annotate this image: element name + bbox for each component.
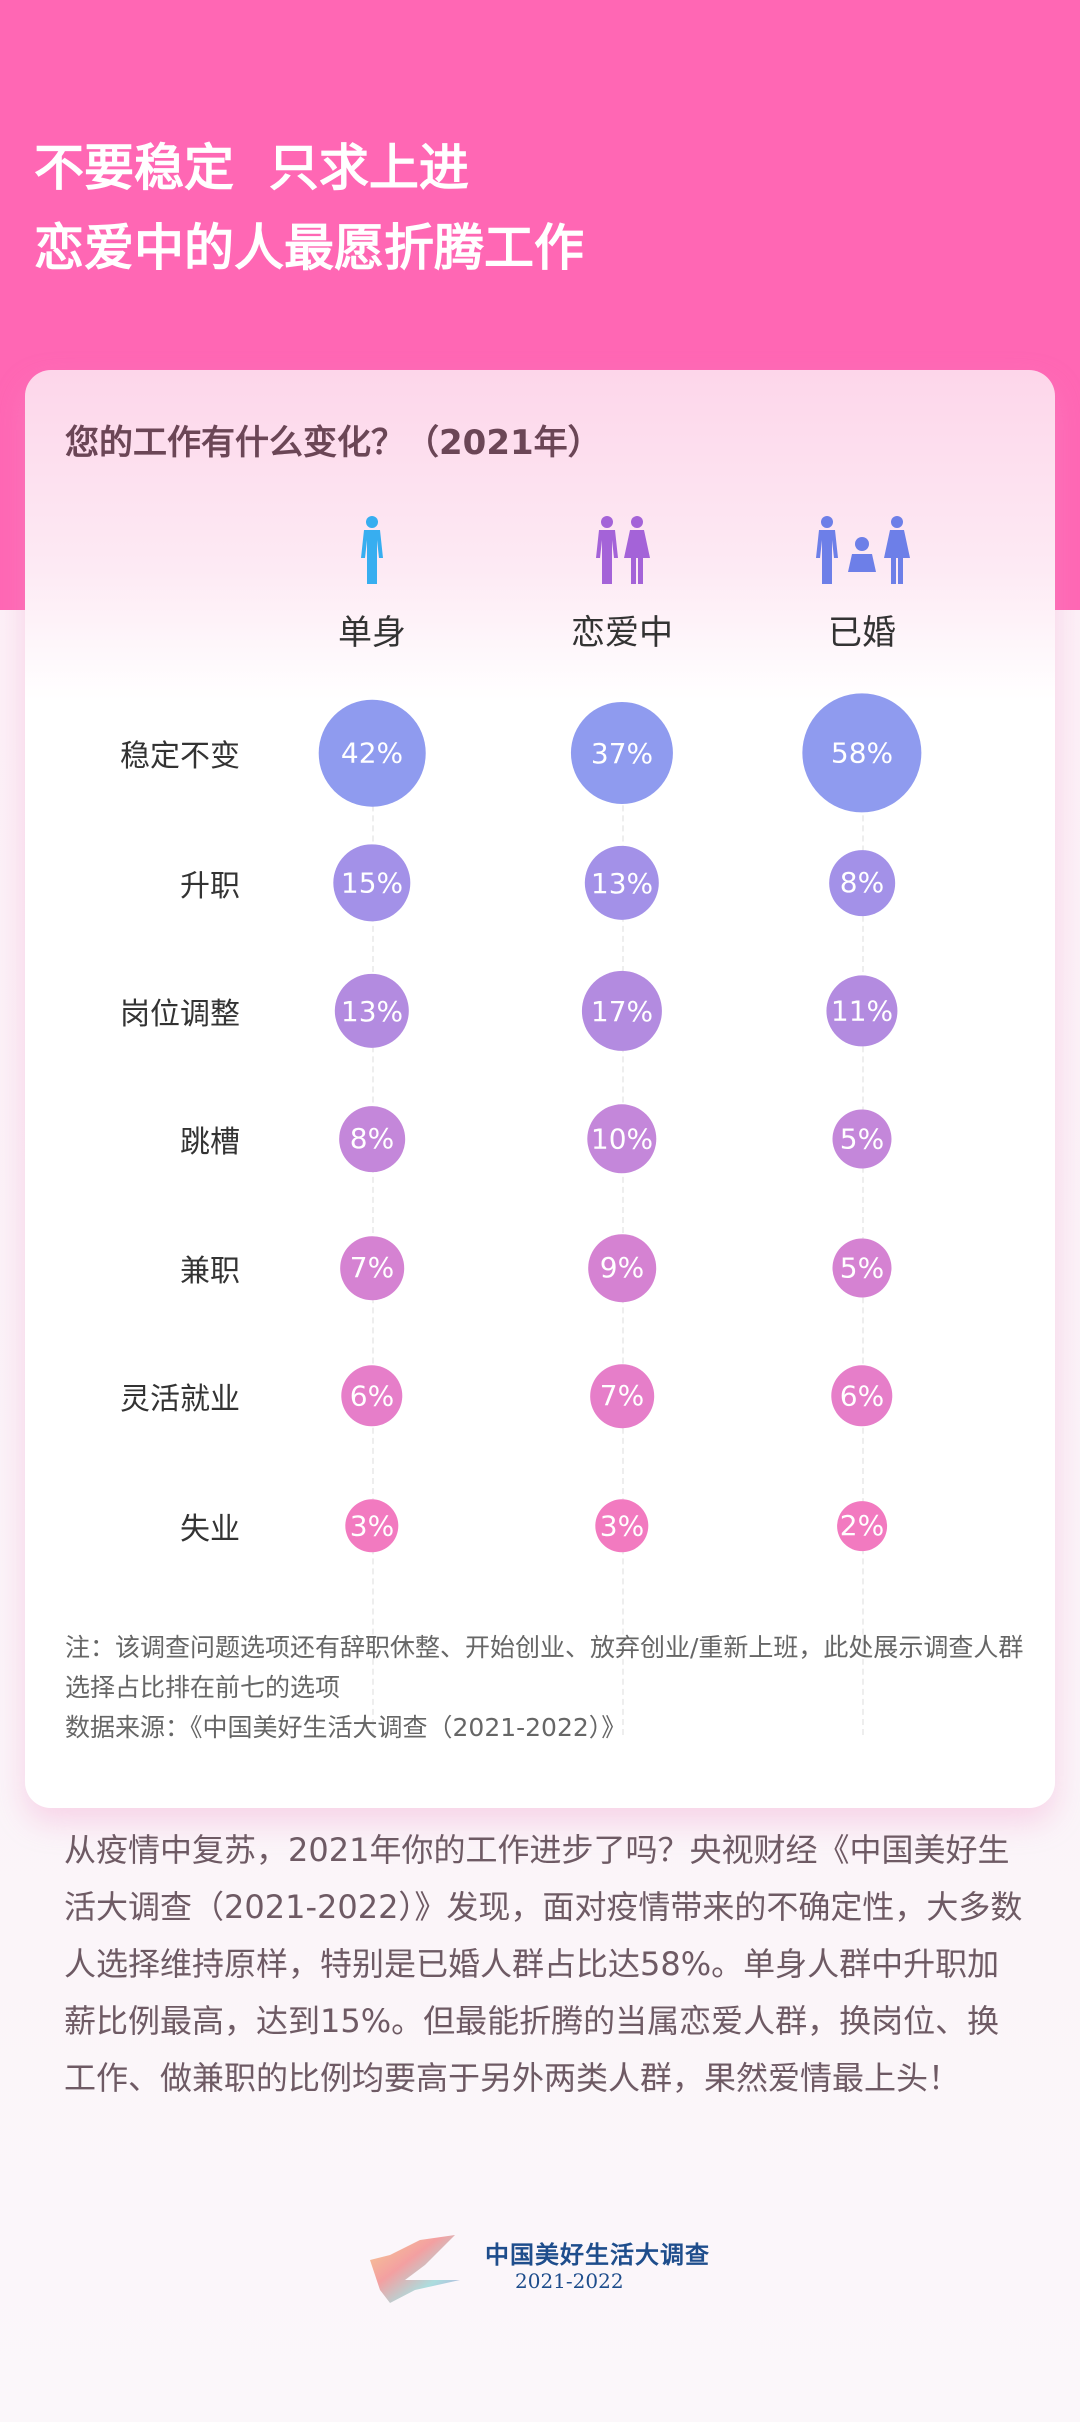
bubble-value: 13%	[334, 973, 410, 1049]
row-label: 失业	[180, 1512, 240, 1547]
row-label: 跳槽	[180, 1125, 240, 1160]
row-label: 稳定不变	[120, 739, 240, 774]
family-icon	[816, 516, 910, 584]
bubble-value: 42%	[318, 699, 426, 807]
chart-card: 您的工作有什么变化？（2021年） 单身 恋爱中 已婚稳定不变 42% 37% 58% 升职…	[25, 370, 1055, 1808]
bubble-value: 13%	[584, 845, 660, 921]
row-label: 岗位调整	[120, 997, 240, 1032]
bubble-value: 7%	[590, 1364, 654, 1428]
bubble-value: 10%	[587, 1104, 657, 1174]
chart-notes: 注：该调查问题选项还有辞职休整、开始创业、放弃创业/重新上班，此处展示调查人群选…	[65, 1628, 1025, 1748]
bubble-value: 3%	[595, 1499, 649, 1553]
column-label: 恋爱中	[571, 613, 673, 653]
bubble-value: 7%	[340, 1236, 404, 1300]
page-title: 不要稳定 只求上进 恋爱中的人最愿折腾工作	[34, 128, 584, 288]
row-label: 兼职	[180, 1254, 240, 1289]
note-text: 注：该调查问题选项还有辞职休整、开始创业、放弃创业/重新上班，此处展示调查人群选…	[65, 1633, 1024, 1702]
column-label: 已婚	[828, 613, 896, 653]
column-guide-line	[372, 715, 374, 1735]
bubble-value: 6%	[831, 1365, 893, 1427]
bubble-value: 8%	[829, 850, 895, 916]
title-line-1: 不要稳定 只求上进	[34, 139, 469, 197]
dove-logo-icon	[370, 2235, 460, 2303]
body-paragraph: 从疫情中复苏，2021年你的工作进步了吗？央视财经《中国美好生活大调查（2021…	[64, 1831, 1023, 2097]
bubble-value: 5%	[832, 1109, 892, 1169]
chart-title: 您的工作有什么变化？（2021年）	[65, 423, 602, 463]
title-line-2: 恋爱中的人最愿折腾工作	[34, 219, 584, 277]
bubble-value: 6%	[341, 1365, 403, 1427]
column-guide-line	[862, 715, 864, 1735]
couple-icon	[596, 516, 650, 584]
bubble-value: 37%	[570, 701, 674, 805]
column-guide-line	[622, 715, 624, 1735]
bubble-value: 2%	[837, 1501, 887, 1551]
bubble-value: 15%	[333, 844, 411, 922]
bubble-value: 3%	[345, 1499, 399, 1553]
column-label: 单身	[338, 613, 406, 653]
single-person-icon	[361, 516, 383, 584]
bubble-value: 8%	[339, 1106, 405, 1172]
bubble-value: 11%	[826, 975, 898, 1047]
row-label: 升职	[180, 869, 240, 904]
bubble-value: 9%	[588, 1234, 656, 1302]
logo-years: 2021-2022	[515, 2269, 624, 2293]
bubble-value: 58%	[802, 693, 922, 813]
row-label: 灵活就业	[120, 1382, 240, 1417]
logo-name: 中国美好生活大调查	[485, 2241, 710, 2269]
source-text: 数据来源：《中国美好生活大调查（2021-2022）》	[65, 1713, 627, 1742]
bubble-value: 5%	[832, 1238, 892, 1298]
bubble-value: 17%	[581, 970, 663, 1052]
survey-logo: 中国美好生活大调查 2021-2022	[365, 2235, 715, 2305]
